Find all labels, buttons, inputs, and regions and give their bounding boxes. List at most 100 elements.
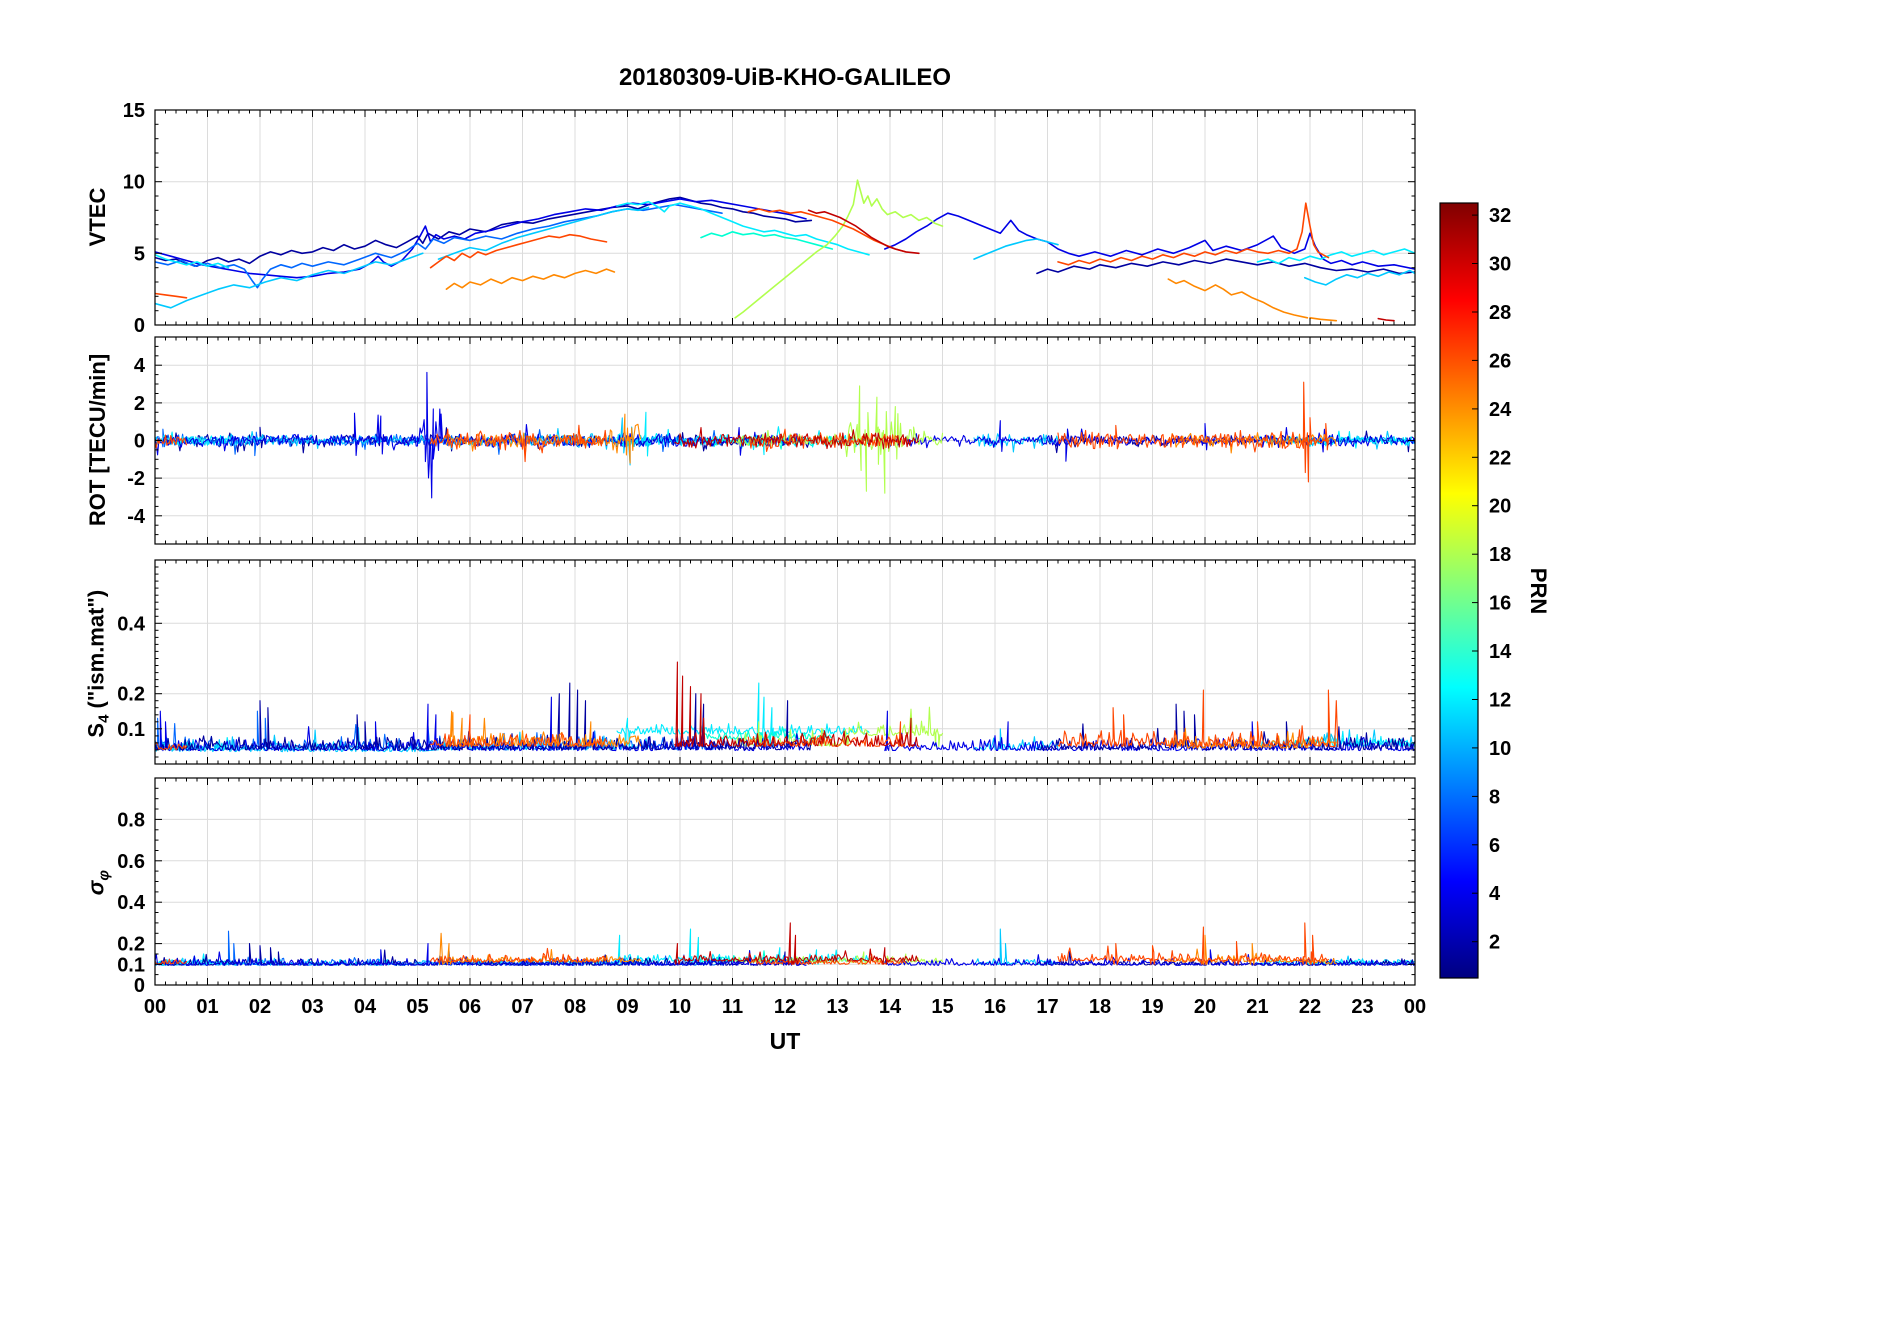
series-prn-11 [973,433,1059,453]
series-prn-4 [155,198,807,279]
series-prn-24 [445,413,642,464]
y-tick-label: 4 [134,355,146,377]
ylabel-sigma-phi: σφ [83,733,112,1033]
x-tick-label: 07 [511,996,533,1018]
colorbar-tick-label: 22 [1489,447,1511,469]
series-prn-26 [155,292,188,299]
series-prn-26 [155,434,188,449]
y-tick-label: 0.1 [117,719,145,741]
colorbar-tick-label: 18 [1489,544,1511,566]
series-prn-26 [1057,922,1329,965]
series-prn-26 [747,428,907,452]
x-tick-label: 10 [669,996,691,1018]
traces [155,371,1415,499]
series-prn-26 [1057,689,1339,747]
panel-VTEC: 0 5 10 15 [123,100,1416,337]
series-prn-4 [884,949,1415,966]
series-prn-2 [1036,430,1415,454]
axis-ticks [154,560,1416,764]
series-prn-30 [674,922,920,965]
colorbar-tick-label: 10 [1489,738,1511,760]
x-tick-label: 19 [1141,996,1163,1018]
ylabel-s4-sub: 4 [95,714,113,723]
colorbar-label-prn: PRN [1526,567,1551,615]
x-tick-label: 17 [1036,996,1058,1018]
series-prn-30 [807,209,920,255]
y-tick-labels: 00.10.2 0.4 0.6 0.8 [117,809,146,997]
y-tick-label: 0 [134,975,145,997]
series-prn-14 [700,231,834,250]
series-prn-24 [1309,316,1338,322]
series-prn-26 [747,721,907,747]
x-tick-label: 16 [984,996,1006,1018]
x-tick-label: 12 [774,996,796,1018]
y-tick-label: -4 [127,506,146,528]
series-prn-24 [1167,727,1337,749]
figure-title: 20180309-UiB-KHO-GALILEO [618,64,952,91]
colorbar-tick-label: 8 [1489,786,1500,808]
colorbar-tick-label: 26 [1489,350,1511,372]
x-tick-label: 22 [1299,996,1321,1018]
series-prn-12 [616,411,870,457]
series-prn-4 [883,212,1415,270]
colorbar-tick-label: 30 [1489,254,1511,276]
y-tick-label: 2 [134,393,145,415]
series-prn-11 [1304,269,1415,286]
series-prn-11 [155,252,424,309]
series-prn-24 [1167,278,1309,319]
x-tick-label: 02 [249,996,271,1018]
y-tick-labels: -4 -2 0 2 4 [127,355,146,528]
series-prn-2 [155,196,813,268]
series-prn-11 [973,728,1059,751]
y-tick-label: 0.6 [117,851,145,873]
gridlines [155,560,1415,764]
panel-sigma-phi: 00.10.2 0.4 0.6 0.8 00 01 02 03 04 05 06 07 08 09 10 11… [117,777,1426,1018]
gridlines [155,110,1415,325]
axis-ticks [154,778,1416,986]
series-prn-26 [430,947,608,963]
x-tick-label: 14 [879,996,902,1018]
axis-ticks [154,109,1416,326]
series-prn-11 [155,417,650,466]
x-tick-label: 15 [931,996,953,1018]
traces [155,661,1415,753]
y-tick-label: 0 [134,315,145,337]
series-prn-24 [445,268,616,291]
panel-ROT: -4 -2 0 2 4 [127,336,1416,545]
series-prn-11 [155,957,650,966]
x-tick-label: 13 [826,996,848,1018]
series-prn-11 [973,238,1059,260]
x-tick-label: 09 [616,996,638,1018]
y-tick-label: 5 [134,243,145,265]
colorbar-tick-label: 14 [1489,641,1512,663]
x-tick-label: 03 [301,996,323,1018]
ylabel-rot-text: ROT [TECU/min] [85,353,110,527]
colorbar-tick-label: 24 [1489,399,1512,421]
series-prn-18 [734,179,944,319]
y-tick-label: 15 [123,100,145,122]
y-tick-label: 0 [134,431,145,453]
x-tick-label: 00 [1404,996,1426,1018]
series-prn-12 [616,200,870,256]
y-tick-label: 0.4 [117,892,146,914]
series-prn-12 [616,682,870,747]
xlabel-ut: UT [769,1028,801,1054]
ylabel-s4-rest: ("ism.mat") [83,589,109,715]
series-prn-26 [747,953,907,965]
x-tick-label: 00 [144,996,166,1018]
y-tick-labels: 0.1 0.2 0.4 [117,613,146,741]
series-prn-12 [155,254,230,269]
series-prn-2 [1036,703,1415,751]
colorbar-tick-label: 28 [1489,302,1511,324]
series-prn-26 [430,714,608,747]
colorbar-tick-label: 32 [1489,205,1511,227]
panel-S4: 0.1 0.2 0.4 [117,559,1416,765]
series-prn-26 [429,233,608,269]
y-tick-label: 0.1 [117,954,145,976]
colorbar-tick-label: 16 [1489,593,1511,615]
y-tick-label: -2 [127,468,145,490]
colorbar-tick-label: 2 [1489,932,1500,954]
